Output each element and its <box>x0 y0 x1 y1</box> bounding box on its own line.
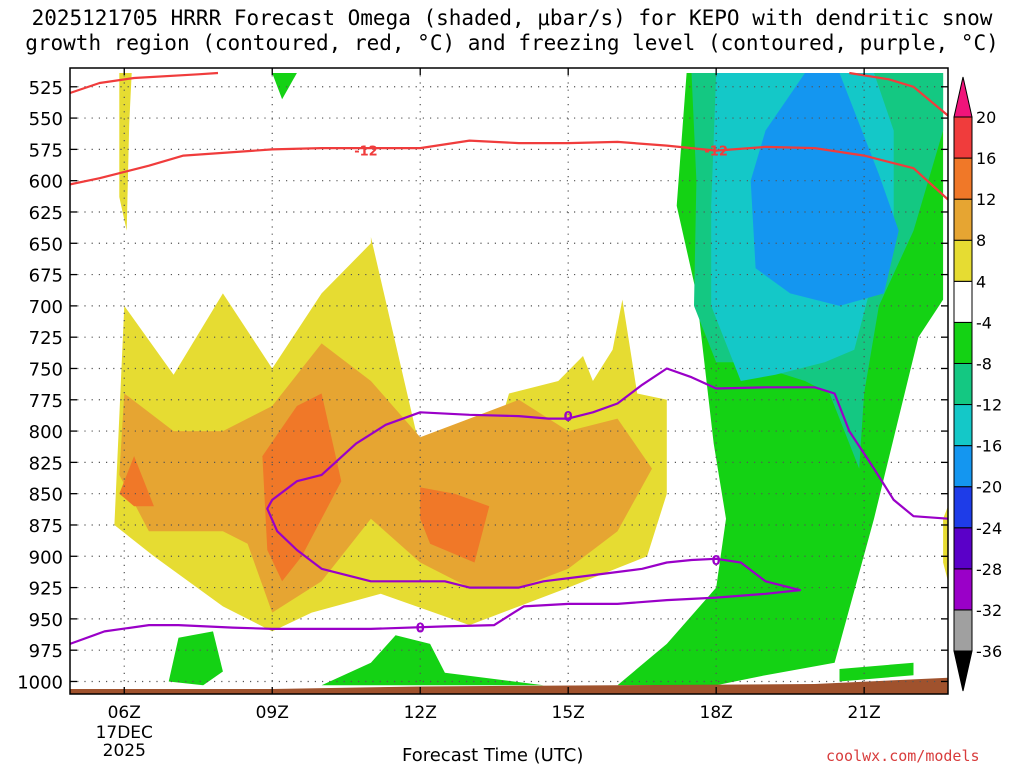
colorbar-swatch <box>953 486 973 529</box>
colorbar-label: -20 <box>976 478 1002 497</box>
colorbar-swatch <box>953 198 973 241</box>
colorbar-low-triangle <box>953 650 973 692</box>
x-tick-label: 15Z <box>552 703 585 723</box>
colorbar-label: 4 <box>976 272 986 291</box>
shaded-regions-layer <box>114 73 948 686</box>
credit-text: coolwx.com/models <box>826 747 980 765</box>
shaded-region <box>420 487 490 563</box>
y-tick-label: 850 <box>29 485 63 506</box>
shaded-region <box>262 393 342 582</box>
x-tick-label: 12Z <box>404 703 437 723</box>
chart-title-line1: 2025121705 HRRR Forecast Omega (shaded, … <box>31 6 993 30</box>
shaded-region <box>119 343 653 613</box>
contour-label: 0 <box>712 554 721 569</box>
y-tick-label: 625 <box>29 203 63 224</box>
y-tick-label: 775 <box>29 391 63 412</box>
colorbar-high-triangle <box>953 76 973 118</box>
colorbar: -36 -32 -28 -24 -20 -16 -12 -8 -4 4 8 12 16 20 <box>953 76 1002 692</box>
colorbar-label: 20 <box>976 108 996 127</box>
y-tick-label: 1000 <box>17 672 63 693</box>
plot-frame <box>69 67 949 695</box>
colorbar-label: -4 <box>976 313 992 332</box>
colorbar-label: -16 <box>976 437 1002 456</box>
colorbar-swatch <box>953 239 973 282</box>
shaded-region <box>839 662 914 682</box>
contour-line <box>70 71 219 95</box>
y-tick-label: 550 <box>29 109 63 130</box>
contour-labels-layer: -12 -12 0 0 0 <box>354 145 728 637</box>
colorbar-label: -32 <box>976 601 1002 620</box>
y-tick-label: 600 <box>29 172 63 193</box>
y-tick-label: 725 <box>29 328 63 349</box>
colorbar-label: -28 <box>976 560 1002 579</box>
shaded-region <box>321 635 544 686</box>
y-tick-label: 900 <box>29 547 63 568</box>
colorbar-swatch <box>953 157 973 200</box>
x-tick-date: 17DEC <box>96 723 153 743</box>
x-tick-label: 09Z <box>256 703 289 723</box>
x-tick-year: 2025 <box>103 741 146 761</box>
colorbar-swatch <box>953 116 973 159</box>
chart-title: 2025121705 HRRR Forecast Omega (shaded, … <box>0 6 1024 56</box>
contour-line <box>849 71 948 117</box>
y-tick-label: 675 <box>29 266 63 287</box>
colorbar-label: -12 <box>976 396 1002 415</box>
colorbar-label: 12 <box>976 190 996 209</box>
colorbar-swatch <box>953 404 973 447</box>
x-axis-label: Forecast Time (UTC) <box>402 745 584 766</box>
shaded-region <box>750 73 899 306</box>
y-tick-label: 700 <box>29 297 63 318</box>
colorbar-label: -8 <box>976 354 992 373</box>
contour-label: -12 <box>704 145 728 160</box>
colorbar-swatch <box>953 445 973 488</box>
y-tick-label: 875 <box>29 516 63 537</box>
y-tick-label: 975 <box>29 641 63 662</box>
ground-surface <box>70 677 948 694</box>
x-tick-label: 18Z <box>700 703 733 723</box>
chart-title-line2: growth region (contoured, red, °C) and f… <box>25 31 999 55</box>
shaded-region <box>119 73 132 231</box>
x-tick-label: 06Z <box>108 703 141 723</box>
y-tick-label: 925 <box>29 579 63 600</box>
colorbar-label: -36 <box>976 642 1002 661</box>
colorbar-label: 16 <box>976 149 996 168</box>
ground-layer <box>70 677 948 694</box>
x-tick-label: 21Z <box>848 703 881 723</box>
shaded-region <box>168 631 223 686</box>
colorbar-swatch <box>953 321 973 364</box>
y-tick-label: 950 <box>29 610 63 631</box>
contour-label: -12 <box>354 145 378 160</box>
y-tick-label: 525 <box>29 78 63 99</box>
y-axis: 525 550 575 600 625 650 675 700 725 750 775 800 825 8… <box>17 78 948 693</box>
y-tick-label: 750 <box>29 359 63 380</box>
y-tick-label: 650 <box>29 234 63 255</box>
contour-line <box>70 139 948 201</box>
contours-layer <box>70 71 948 645</box>
colorbar-swatch <box>953 280 973 323</box>
y-tick-label: 575 <box>29 140 63 161</box>
y-tick-label: 825 <box>29 453 63 474</box>
colorbar-label: -24 <box>976 519 1002 538</box>
contour-line <box>70 367 948 645</box>
colorbar-swatch <box>953 609 973 652</box>
colorbar-swatch <box>953 568 973 611</box>
colorbar-label: 8 <box>976 231 986 250</box>
y-tick-label: 800 <box>29 422 63 443</box>
colorbar-swatch <box>953 362 973 406</box>
shaded-region <box>272 73 297 100</box>
contour-label: 0 <box>416 622 425 637</box>
contour-label: 0 <box>564 410 573 425</box>
colorbar-swatch <box>953 527 973 570</box>
